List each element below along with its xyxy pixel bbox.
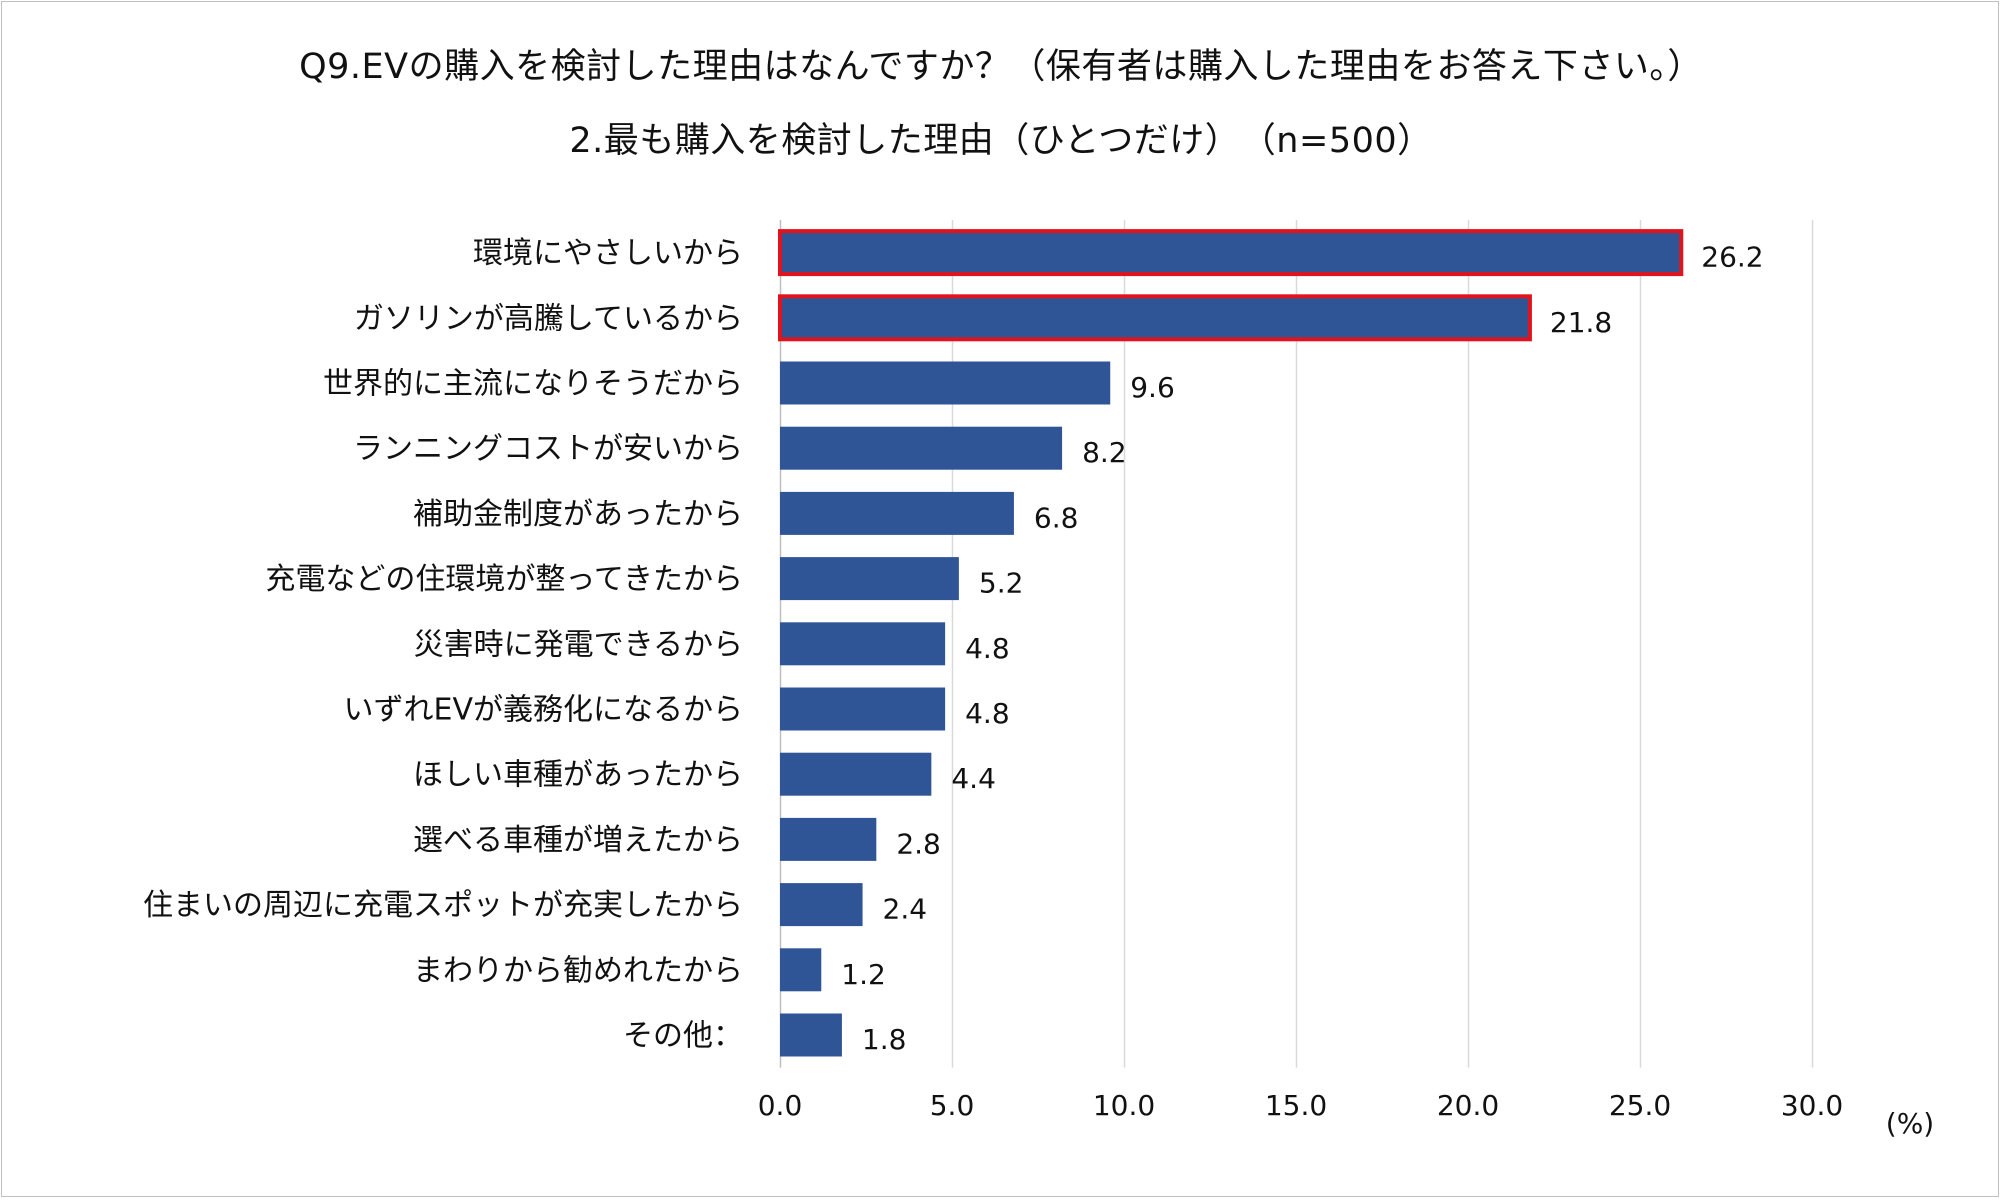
bar — [780, 948, 822, 992]
bar — [780, 622, 946, 666]
value-label: 6.8 — [1034, 501, 1079, 534]
bar-highlighted — [778, 229, 1684, 277]
value-label: 2.8 — [896, 827, 941, 860]
value-label: 1.2 — [841, 958, 886, 991]
value-label: 5.2 — [979, 567, 1024, 600]
value-label: 1.8 — [862, 1023, 907, 1056]
value-label: 4.8 — [965, 632, 1010, 665]
bar-highlighted — [778, 294, 1532, 342]
value-label: 4.8 — [965, 697, 1010, 730]
bar — [780, 361, 1111, 405]
category-label: 世界的に主流になりそうだから — [323, 367, 743, 402]
x-tick-label: 0.0 — [758, 1089, 803, 1122]
category-label: いずれEVが義務化になるから — [344, 693, 743, 728]
category-label: ランニングコストが安いから — [353, 432, 743, 467]
x-tick-label: 20.0 — [1437, 1089, 1499, 1122]
category-label: 災害時に発電できるから — [414, 627, 743, 662]
x-tick-label: 5.0 — [930, 1089, 975, 1122]
bar — [780, 687, 946, 731]
unit-label: (%) — [1886, 1107, 1934, 1140]
bar — [780, 426, 1063, 470]
bar — [780, 752, 932, 796]
x-tick-label: 25.0 — [1609, 1089, 1671, 1122]
value-label: 26.2 — [1701, 241, 1763, 274]
category-label: 充電などの住環境が整ってきたから — [265, 562, 743, 597]
x-tick-label: 10.0 — [1093, 1089, 1155, 1122]
category-label: ほしい車種があったから — [413, 758, 743, 793]
bar — [780, 817, 877, 861]
category-label: 補助金制度があったから — [413, 497, 743, 532]
category-label: 環境にやさしいから — [473, 236, 743, 271]
value-label: 9.6 — [1130, 371, 1175, 404]
bar — [780, 491, 1014, 535]
x-tick-label: 15.0 — [1265, 1089, 1327, 1122]
chart-subtitle: 2.最も購入を検討した理由（ひとつだけ） （n=500） — [569, 121, 1433, 161]
value-label: 2.4 — [883, 893, 928, 926]
value-label: 21.8 — [1550, 306, 1612, 339]
category-label: まわりから勧めれたから — [413, 953, 743, 988]
category-label: ガソリンが高騰しているから — [354, 301, 743, 336]
x-tick-label: 30.0 — [1781, 1089, 1843, 1122]
bar — [780, 1013, 842, 1057]
chart-title: Q9.EVの購入を検討した理由はなんですか？（保有者は購入した理由をお答え下さい… — [299, 47, 1703, 87]
value-label: 8.2 — [1082, 436, 1127, 469]
category-label: 住まいの周辺に充電スポットが充実したから — [143, 888, 743, 923]
category-label: その他： — [623, 1019, 743, 1054]
bar — [780, 557, 959, 601]
category-label: 選べる車種が増えたから — [413, 823, 743, 858]
value-label: 4.4 — [951, 762, 996, 795]
bar — [780, 883, 863, 927]
